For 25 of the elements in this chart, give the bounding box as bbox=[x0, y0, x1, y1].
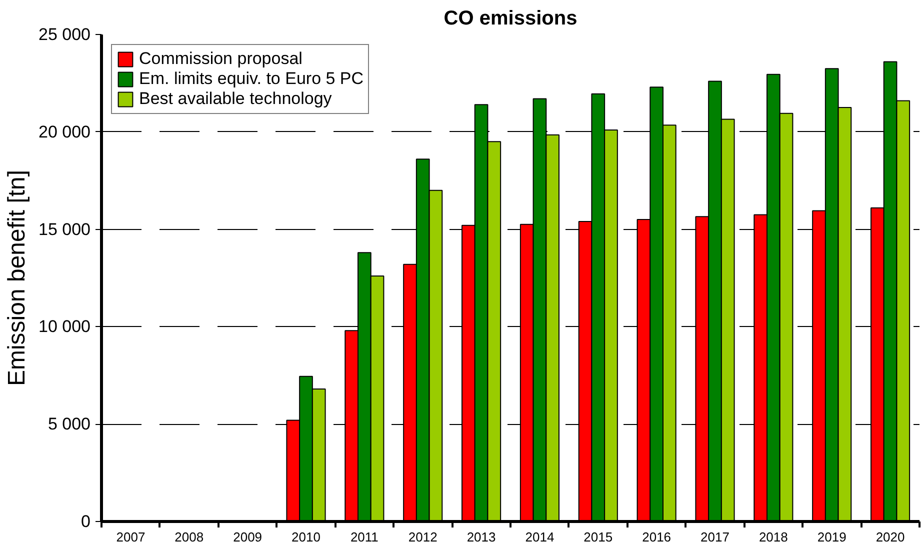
y-tick-label: 10 000 bbox=[38, 317, 91, 336]
x-tick-label: 2009 bbox=[233, 530, 262, 544]
legend-label: Best available technology bbox=[139, 89, 332, 109]
x-tick-label: 2015 bbox=[584, 530, 613, 544]
x-tick-label: 2014 bbox=[525, 530, 554, 544]
x-tick-label: 2007 bbox=[116, 530, 146, 544]
y-axis-title: Emission benefit [tn] bbox=[4, 170, 31, 386]
y-tick-label: 5 000 bbox=[48, 414, 91, 434]
legend-label: Em. limits equiv. to Euro 5 PC bbox=[139, 69, 364, 89]
x-tick-label: 2017 bbox=[700, 530, 730, 544]
x-tick-label: 2012 bbox=[408, 530, 438, 544]
x-tick-label: 2018 bbox=[758, 530, 788, 544]
x-tick-label: 2019 bbox=[817, 530, 846, 544]
x-tick-label: 2013 bbox=[466, 530, 496, 544]
x-tick-label: 2011 bbox=[350, 530, 378, 544]
x-tick-label: 2020 bbox=[876, 530, 905, 544]
y-tick-label: 25 000 bbox=[38, 25, 91, 44]
x-tick-label: 2010 bbox=[292, 530, 320, 544]
legend-label: Commission proposal bbox=[139, 49, 302, 69]
x-tick-label: 2008 bbox=[174, 530, 204, 544]
chart-title: CO emissions bbox=[444, 8, 578, 30]
x-tick-label: 2016 bbox=[642, 530, 672, 544]
y-tick-label: 0 bbox=[81, 512, 91, 531]
y-tick-label: 20 000 bbox=[38, 122, 91, 142]
y-tick-label: 15 000 bbox=[38, 220, 91, 239]
